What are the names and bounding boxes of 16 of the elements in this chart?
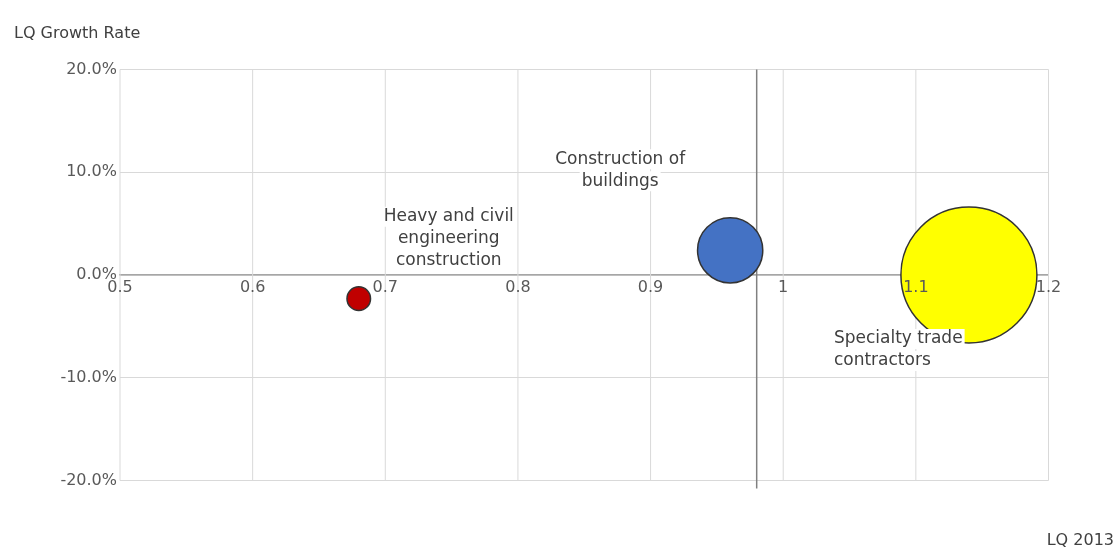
x-tick-label: 0.9 bbox=[637, 277, 664, 297]
x-tick-label: 1.1 bbox=[903, 277, 929, 297]
x-axis-title: LQ 2013 bbox=[1046, 530, 1114, 549]
y-axis-title: LQ Growth Rate bbox=[14, 23, 141, 42]
x-tick-label: 1.2 bbox=[1035, 277, 1062, 297]
x-tick-label: 0.6 bbox=[239, 277, 266, 297]
y-tick-label: 20.0% bbox=[66, 58, 117, 78]
series-label: Heavy and civil engineering construction bbox=[383, 205, 514, 270]
text: Construction of buildings bbox=[555, 147, 687, 190]
x-tick-label: 0.7 bbox=[372, 277, 399, 297]
y-tick-label: -10.0% bbox=[60, 366, 117, 386]
y-tick-label: -20.0% bbox=[60, 469, 117, 489]
y-tick-label: 10.0% bbox=[66, 161, 117, 181]
x-tick-label: 0.8 bbox=[505, 277, 531, 297]
x-tick-label: 1 bbox=[778, 277, 789, 297]
series-label: Specialty trade contractors bbox=[833, 327, 963, 370]
